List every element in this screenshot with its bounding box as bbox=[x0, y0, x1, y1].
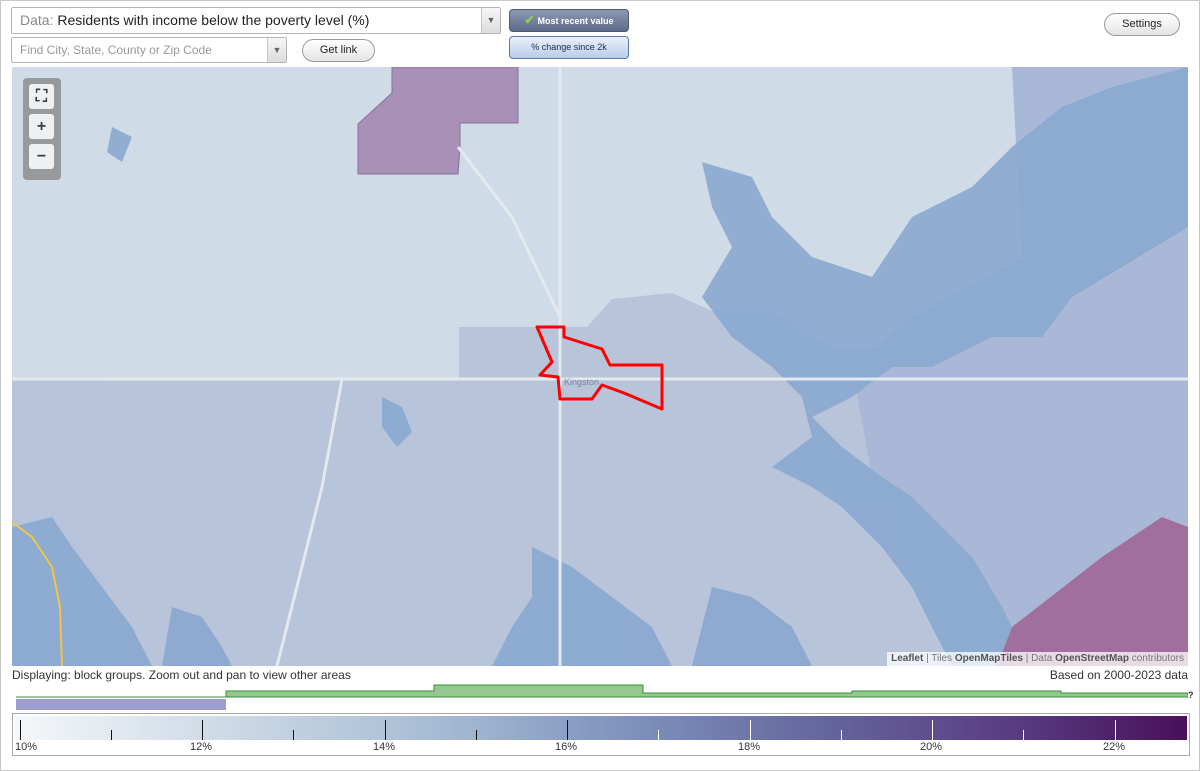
legend-label: 12% bbox=[190, 741, 213, 753]
openstreetmap-link[interactable]: OpenStreetMap bbox=[1055, 653, 1129, 664]
data-select-value: Residents with income below the poverty … bbox=[57, 12, 370, 28]
pct-change-toggle[interactable]: % change since 2k bbox=[509, 36, 629, 59]
help-icon[interactable]: ? bbox=[1188, 690, 1194, 700]
legend-tick bbox=[932, 720, 933, 740]
selected-area-outline[interactable] bbox=[535, 325, 664, 411]
get-link-button[interactable]: Get link bbox=[302, 39, 375, 62]
legend-label: 10% bbox=[15, 741, 38, 753]
zoom-in-button[interactable]: + bbox=[29, 114, 54, 139]
legend-tick bbox=[567, 720, 568, 740]
legend-tick bbox=[750, 720, 751, 740]
legend-label: 16% bbox=[555, 741, 578, 753]
legend-tick bbox=[841, 730, 842, 740]
data-range-note: Based on 2000-2023 data bbox=[1049, 668, 1188, 682]
check-icon: ✔ bbox=[524, 13, 535, 27]
histogram-bars bbox=[16, 684, 1188, 698]
road-network bbox=[12, 67, 1188, 666]
legend-label: 18% bbox=[738, 741, 761, 753]
zoom-control: ⛶ + − bbox=[23, 78, 61, 180]
legend-label: 22% bbox=[1103, 741, 1126, 753]
most-recent-toggle[interactable]: ✔ Most recent value bbox=[509, 9, 629, 32]
legend-tick bbox=[293, 730, 294, 740]
chevron-down-icon[interactable]: ▼ bbox=[481, 8, 500, 33]
attribution-suffix: contributors bbox=[1131, 653, 1184, 664]
lake-water bbox=[12, 67, 1188, 666]
legend-label: 14% bbox=[373, 741, 396, 753]
legend-tick bbox=[385, 720, 386, 740]
legend-gradient bbox=[15, 716, 1187, 740]
zoom-out-button[interactable]: − bbox=[29, 144, 54, 169]
legend-label: 20% bbox=[920, 741, 943, 753]
legend-tick bbox=[1023, 730, 1024, 740]
legend-tick bbox=[202, 720, 203, 740]
attribution-tiles-prefix: | Tiles bbox=[926, 653, 953, 664]
current-area-bar bbox=[16, 699, 226, 710]
highway-road bbox=[12, 521, 63, 666]
data-select[interactable]: Data: Residents with income below the po… bbox=[11, 7, 501, 34]
choropleth-region bbox=[997, 517, 1188, 666]
settings-button[interactable]: Settings bbox=[1104, 13, 1180, 36]
chevron-down-icon[interactable]: ▼ bbox=[267, 38, 286, 62]
town-label: Kingston bbox=[564, 377, 599, 387]
map-canvas[interactable]: Kingston bbox=[12, 67, 1188, 666]
fullscreen-icon[interactable]: ⛶ bbox=[29, 84, 54, 109]
color-legend: 10% 12% 14% 16% 18% 20% 22% bbox=[12, 713, 1190, 756]
most-recent-label: Most recent value bbox=[537, 16, 614, 26]
search-input[interactable] bbox=[12, 38, 262, 62]
map-attribution: Leaflet | Tiles OpenMapTiles | Data Open… bbox=[887, 652, 1188, 666]
data-select-prefix: Data: bbox=[20, 12, 54, 28]
map-view[interactable]: Kingston bbox=[12, 67, 1188, 666]
legend-tick bbox=[658, 730, 659, 740]
openmaptiles-link[interactable]: OpenMapTiles bbox=[954, 653, 1023, 664]
legend-tick bbox=[1115, 720, 1116, 740]
distribution-histogram bbox=[16, 684, 1188, 710]
legend-tick bbox=[20, 720, 21, 740]
choropleth-region bbox=[357, 67, 519, 175]
location-search[interactable]: ▼ bbox=[11, 37, 287, 63]
legend-tick bbox=[476, 730, 477, 740]
attribution-data-prefix: | Data bbox=[1025, 653, 1053, 664]
legend-tick bbox=[111, 730, 112, 740]
display-status: Displaying: block groups. Zoom out and p… bbox=[12, 668, 351, 682]
leaflet-link[interactable]: Leaflet bbox=[891, 653, 924, 664]
